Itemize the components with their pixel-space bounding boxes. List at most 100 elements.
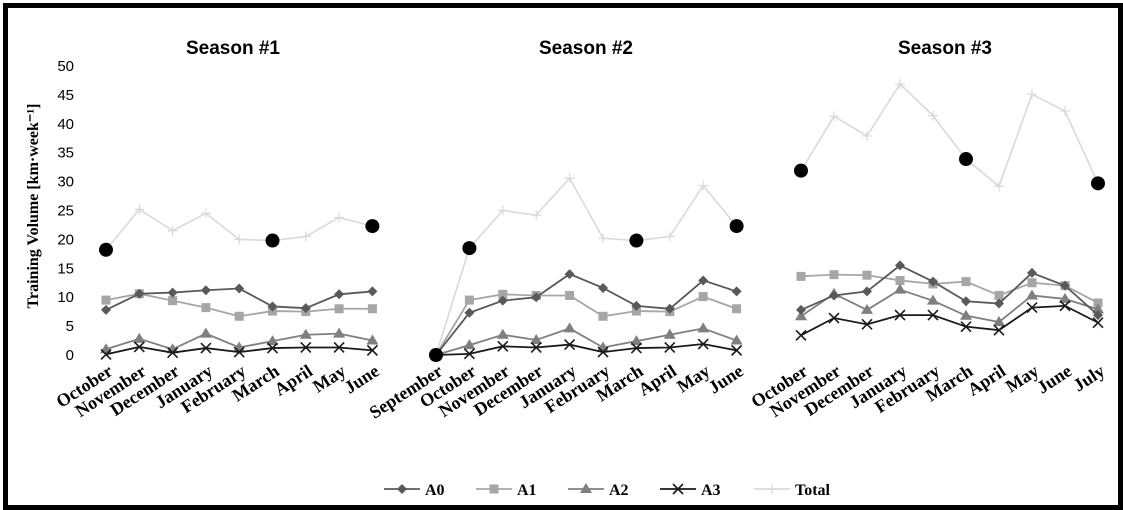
legend-item-a3: A3 (660, 482, 721, 499)
data-point-a0 (1093, 310, 1103, 321)
series-line-a2 (800, 288, 1099, 324)
data-point-total (895, 78, 905, 89)
series-total (101, 204, 378, 255)
data-point-a3 (100, 348, 112, 360)
data-point-a0 (1027, 267, 1037, 278)
data-point-a0 (1060, 280, 1070, 291)
data-point-a0 (928, 276, 938, 287)
series-line-a0 (800, 264, 1099, 316)
data-point-a2 (366, 334, 379, 345)
y-tick-label: 25 (57, 203, 74, 220)
series-total (796, 78, 1103, 192)
y-tick-label: 0 (66, 347, 74, 364)
season-panels: Season #1OctoberNovemberDecemberJanuaryF… (52, 38, 1108, 423)
x-tick-label: June (341, 361, 383, 398)
highlight-dot (462, 241, 477, 256)
panel-title: Season #2 (539, 38, 633, 59)
data-point-a3 (894, 309, 906, 321)
legend-item-a0: A0 (384, 482, 445, 499)
data-point-a2 (463, 339, 476, 350)
data-point-a0 (101, 304, 111, 315)
data-point-total (531, 210, 542, 221)
legend-marker (489, 484, 499, 494)
legend-item-a1: A1 (476, 482, 537, 499)
data-point-a1 (862, 270, 872, 280)
data-point-a2 (133, 332, 146, 343)
legend-label: Total (795, 482, 831, 499)
figure-frame: 0 5 10 15 20 25 30 35 40 45 50 Training Volume [km… (3, 3, 1123, 510)
data-point-a1 (829, 270, 839, 280)
highlight-dot (1091, 176, 1105, 191)
data-point-total (200, 208, 211, 219)
series-a0 (431, 269, 742, 360)
series-a0 (796, 260, 1103, 321)
data-point-a2 (795, 310, 807, 321)
data-point-a3 (133, 341, 145, 353)
legend: A0 A1 A2 A3 Total (384, 482, 831, 499)
data-point-a2 (199, 327, 212, 338)
data-point-a0 (631, 300, 642, 311)
data-point-total (234, 234, 245, 245)
data-point-a0 (167, 287, 178, 298)
series-line-a0 (435, 273, 737, 356)
data-point-a1 (598, 311, 608, 321)
data-point-a3 (664, 341, 676, 354)
data-point-total (664, 231, 675, 242)
data-point-a2 (1092, 303, 1104, 314)
legend-label: A3 (701, 482, 721, 499)
highlight-dot (629, 233, 644, 248)
data-point-a1 (961, 277, 971, 287)
data-point-total (167, 225, 178, 236)
data-point-a3 (1059, 300, 1071, 312)
data-point-a0 (994, 298, 1004, 309)
panel-title: Season #3 (898, 38, 992, 59)
panel-title: Season #1 (186, 38, 280, 59)
data-point-a3 (300, 341, 312, 354)
highlight-dot (365, 219, 380, 234)
data-point-total (1027, 89, 1037, 100)
data-point-a0 (497, 295, 508, 306)
data-point-a0 (300, 303, 311, 314)
data-point-a2 (894, 283, 906, 294)
legend-item-total: Total (754, 482, 831, 499)
data-point-a2 (266, 335, 279, 346)
data-point-a0 (564, 269, 575, 280)
data-point-a2 (563, 322, 576, 333)
data-point-a3 (927, 309, 939, 321)
data-point-a3 (960, 321, 972, 333)
data-point-a2 (730, 334, 743, 345)
data-point-a2 (861, 303, 873, 314)
data-point-a0 (234, 283, 245, 294)
data-point-a0 (267, 301, 278, 312)
data-point-total (1060, 106, 1070, 117)
series-a2 (430, 322, 743, 359)
data-point-a1 (1027, 278, 1037, 288)
data-point-a1 (101, 295, 111, 305)
legend-marker (397, 484, 407, 494)
training-volume-chart: 0 5 10 15 20 25 30 35 40 45 50 Training Volume [km… (25, 38, 1108, 499)
series-total (431, 173, 742, 360)
data-point-a2 (630, 335, 643, 346)
series-line-a2 (435, 327, 737, 356)
data-point-a0 (464, 307, 475, 318)
series-a3 (795, 300, 1104, 341)
y-tick-label: 20 (57, 231, 74, 248)
data-point-a0 (367, 286, 378, 297)
y-axis: 0 5 10 15 20 25 30 35 40 45 50 (57, 58, 74, 364)
data-point-a2 (1059, 292, 1071, 303)
series-line-total (800, 82, 1099, 188)
data-point-a0 (796, 304, 806, 315)
data-point-a1 (498, 289, 508, 299)
series-line-a3 (800, 304, 1099, 337)
data-point-a2 (960, 309, 972, 320)
data-point-total (564, 173, 575, 184)
data-point-a1 (464, 295, 474, 305)
highlight-dot (99, 242, 113, 257)
series-a3 (430, 338, 743, 361)
data-point-a3 (463, 348, 475, 360)
y-tick-label: 30 (57, 174, 74, 191)
data-point-a3 (167, 347, 179, 359)
data-point-a0 (961, 296, 971, 307)
data-point-a0 (598, 282, 608, 293)
data-point-a3 (828, 312, 840, 324)
